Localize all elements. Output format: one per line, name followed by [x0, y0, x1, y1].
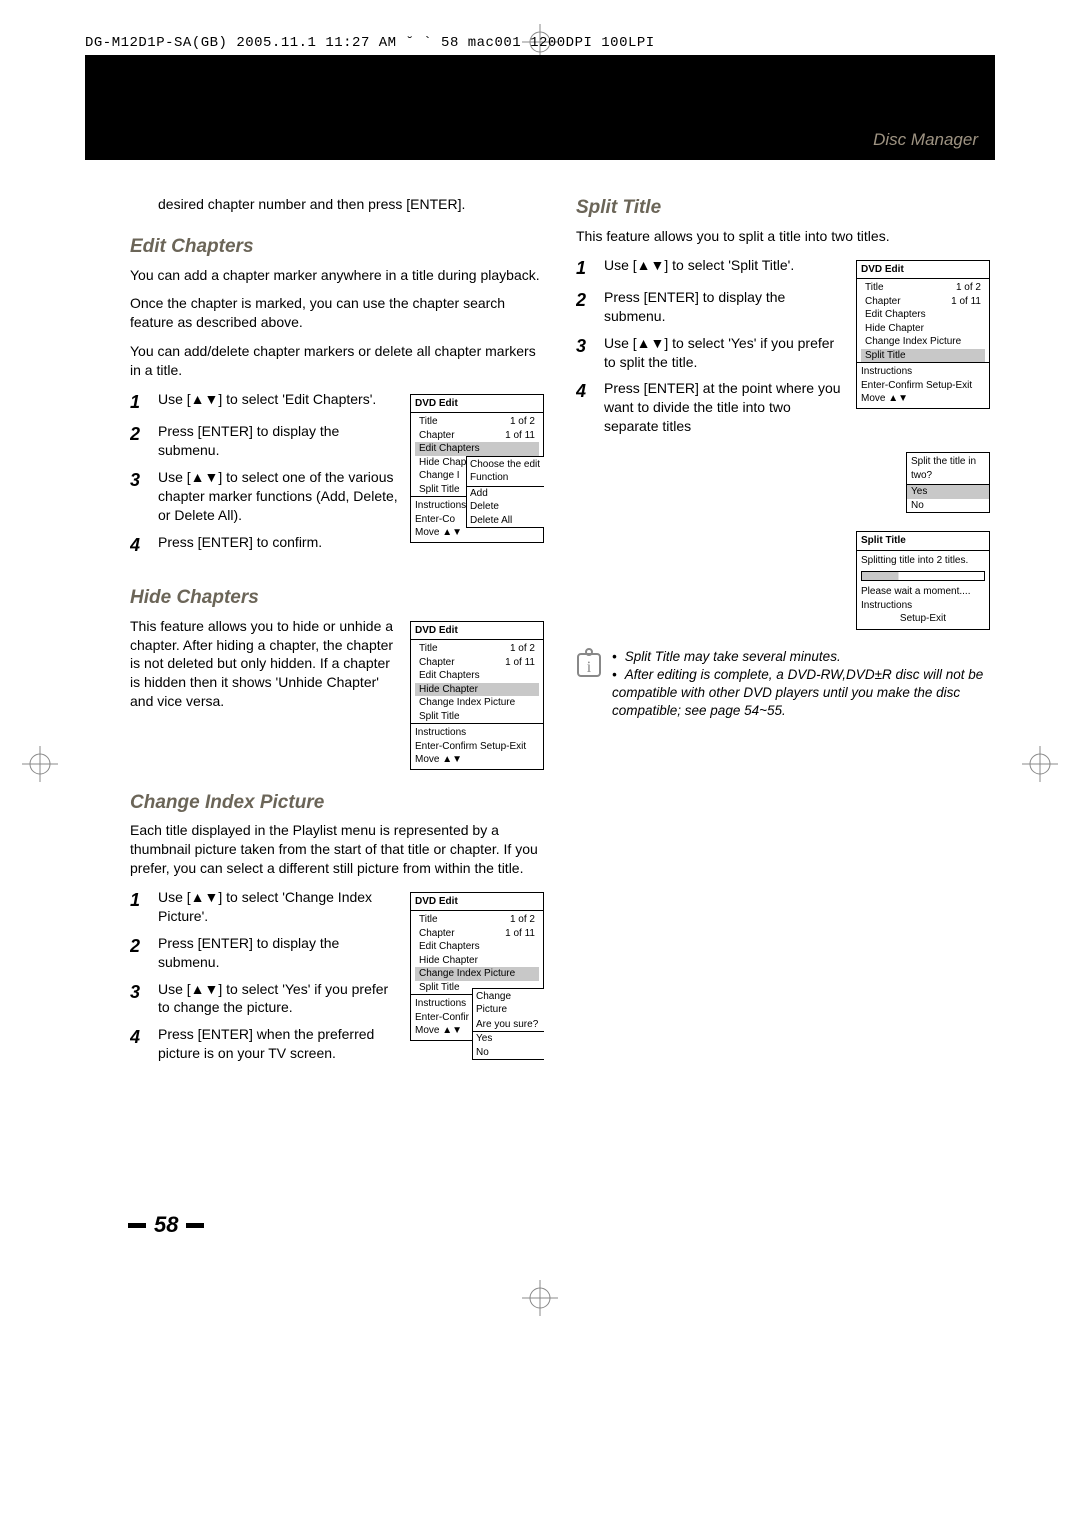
split-title-panel-wrap: DVD Edit Title1 of 2 Chapter1 of 11 Edit… — [856, 256, 990, 409]
note-1: Split Title may take several minutes. — [612, 648, 990, 666]
change-index-panel-wrap: DVD Edit Title1 of 2 Chapter1 of 11 Edit… — [410, 888, 544, 1041]
crop-mark-right-icon — [1022, 746, 1058, 782]
page-number: 58 — [154, 1212, 178, 1238]
info-icon: i — [576, 648, 602, 721]
right-column: Split Title This feature allows you to s… — [576, 195, 990, 1071]
split-progress-panel: Split Title Splitting title into 2 title… — [856, 531, 990, 630]
change-index-p: Each title displayed in the Playlist men… — [130, 821, 544, 878]
split-title-title: Split Title — [576, 195, 990, 221]
page-number-footer: 58 — [128, 1212, 204, 1238]
split-title-p: This feature allows you to split a title… — [576, 227, 990, 246]
hide-chapters-panel-wrap: DVD Edit Title1 of 2 Chapter1 of 11 Edit… — [410, 617, 544, 770]
dvd-edit-panel-split: DVD Edit Title1 of 2 Chapter1 of 11 Edit… — [856, 260, 990, 409]
intro-text: desired chapter number and then press [E… — [158, 195, 544, 214]
svg-text:i: i — [587, 659, 592, 676]
change-picture-popup: Change Picture Are you sure? Yes No — [472, 988, 544, 1061]
notes-block: i Split Title may take several minutes. … — [576, 648, 990, 721]
panel-header: DVD Edit — [411, 395, 543, 414]
print-header-line: DG-M12D1P-SA(GB) 2005.11.1 11:27 AM ˘ ` … — [85, 35, 655, 51]
crop-mark-left-icon — [22, 746, 58, 782]
split-confirm-popup: Split the title in two? Yes No — [906, 452, 990, 513]
dvd-edit-panel-hide: DVD Edit Title1 of 2 Chapter1 of 11 Edit… — [410, 621, 544, 770]
hide-chapters-title: Hide Chapters — [130, 585, 544, 611]
header-black-band — [85, 55, 995, 160]
edit-chapters-p1: You can add a chapter marker anywhere in… — [130, 266, 544, 285]
edit-chapters-p3: You can add/delete chapter markers or de… — [130, 342, 544, 380]
change-index-title: Change Index Picture — [130, 790, 544, 816]
edit-chapters-panel-wrap: DVD Edit Title1 of 2 Chapter1 of 11 Edit… — [410, 390, 544, 543]
left-column: desired chapter number and then press [E… — [130, 195, 544, 1071]
section-header-label: Disc Manager — [873, 130, 978, 150]
edit-function-popup: Choose the edit Function Add Delete Dele… — [466, 456, 544, 529]
edit-chapters-title: Edit Chapters — [130, 234, 544, 260]
progress-bar — [861, 571, 985, 581]
note-2: After editing is complete, a DVD-RW,DVD±… — [612, 666, 990, 721]
crop-mark-bottom-icon — [522, 1280, 558, 1316]
edit-chapters-p2: Once the chapter is marked, you can use … — [130, 294, 544, 332]
